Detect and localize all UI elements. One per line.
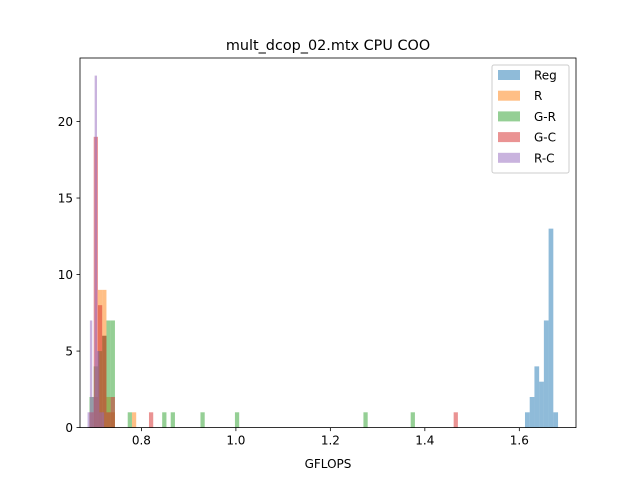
y-axis-ticks: 0 5 10 15 20 — [58, 115, 80, 435]
y-tick-label: 5 — [65, 344, 73, 358]
bar-r-c-2 — [92, 396, 95, 428]
y-tick-label: 20 — [58, 115, 73, 129]
legend-swatch-r-c — [498, 152, 520, 163]
bar-g-c-4 — [106, 412, 111, 428]
x-tick-label: 1.2 — [321, 434, 340, 448]
x-axis-ticks: 0.8 1.0 1.2 1.4 1.6 — [132, 427, 529, 448]
bar-g-c-3 — [102, 335, 107, 428]
bar-r-c-6 — [101, 412, 105, 428]
x-tick-label: 1.4 — [415, 434, 434, 448]
bar-g-r-8 — [170, 412, 175, 428]
legend-swatch-g-c — [498, 132, 520, 143]
bar-g-r-5 — [110, 320, 115, 428]
bar-reg-2 — [534, 366, 540, 428]
x-tick-label: 1.0 — [226, 434, 245, 448]
bar-r-c-4 — [97, 351, 100, 428]
legend-label-reg: Reg — [534, 69, 557, 83]
bar-r-c-1 — [89, 320, 93, 428]
legend-label-g-r: G-R — [534, 110, 556, 124]
bar-reg-0 — [524, 412, 530, 428]
chart-title: mult_dcop_02.mtx CPU COO — [226, 38, 430, 54]
bar-r-c-3 — [94, 75, 97, 428]
x-tick-label: 0.8 — [132, 434, 151, 448]
legend-label-r-c: R-C — [534, 151, 555, 165]
bar-g-r-7 — [162, 412, 167, 428]
bar-g-r-6 — [127, 412, 132, 428]
bar-g-c-5 — [110, 396, 115, 428]
bar-g-r-11 — [363, 412, 368, 428]
y-tick-label: 15 — [58, 191, 73, 205]
x-axis-label: GFLOPS — [305, 457, 352, 471]
legend-swatch-r — [498, 90, 520, 101]
plot-frame — [79, 57, 577, 429]
bar-g-r-12 — [410, 412, 415, 428]
bar-reg-3 — [539, 381, 544, 428]
y-tick-label: 10 — [58, 268, 73, 282]
bar-reg-1 — [529, 396, 535, 428]
bar-reg-5 — [548, 228, 554, 428]
bar-g-c-2 — [97, 305, 103, 428]
legend-swatch-reg — [498, 70, 520, 80]
bar-r-c-0 — [87, 412, 90, 428]
x-tick-label: 1.6 — [510, 434, 529, 448]
y-tick-label: 0 — [65, 421, 73, 435]
bar-r-5 — [131, 412, 137, 428]
legend-swatch-g-r — [498, 111, 520, 122]
histogram-bars — [87, 75, 559, 428]
bar-reg-6 — [553, 412, 559, 428]
bar-g-c-6 — [148, 412, 154, 428]
bar-g-r-10 — [234, 412, 240, 428]
legend-label-g-c: G-C — [534, 131, 556, 145]
bar-reg-4 — [543, 320, 549, 428]
bar-g-c-7 — [453, 412, 458, 428]
bar-g-r-4 — [106, 320, 111, 428]
bar-r-c-5 — [99, 412, 102, 428]
legend: Reg R G-R G-C R-C — [491, 64, 570, 174]
legend-label-r: R — [534, 89, 542, 103]
bar-g-r-9 — [200, 412, 205, 428]
